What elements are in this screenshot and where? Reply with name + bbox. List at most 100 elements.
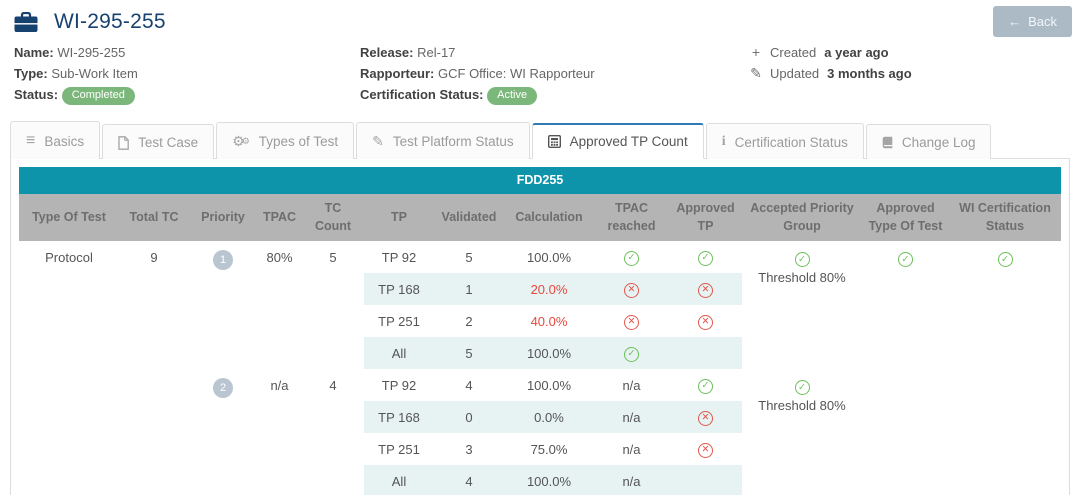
cell-tpac: n/a [257,369,302,495]
certification-status-line: Certification Status: Active [360,84,744,105]
cell-priority: 2 [189,369,257,495]
cell-approved-tp: ✓ [669,241,742,273]
column-header-priority: Priority [189,194,257,241]
briefcase-icon [14,12,38,33]
threshold-label: Threshold 80% [745,398,859,413]
cross-circle-icon: ✕ [698,283,713,298]
work-item-page: WI-295-255 ← Back Name: WI-295-255 Type:… [0,0,1080,495]
column-header-approved-tp: Approved TP [669,194,742,241]
book-icon [882,136,893,149]
updated-line: ✎ Updated 3 months ago [750,63,912,84]
created-label: Created [770,42,816,63]
cell-wi-certification-status: ✓ [949,241,1061,495]
column-header-total-tc: Total TC [119,194,189,241]
cell-tp: All [364,337,434,369]
cell-tc-count: 5 [302,241,364,369]
tab-certification-status[interactable]: iCertification Status [706,123,864,159]
updated-label: Updated [770,63,819,84]
tab-label: Test Platform Status [393,134,514,149]
status-badge: Completed [62,87,135,105]
cell-calculation: 100.0% [504,465,594,495]
info-column-right: + Created a year ago ✎ Updated 3 months … [744,42,912,105]
cell-tpac-reached: n/a [594,401,669,433]
file-icon [118,136,129,150]
page-header: WI-295-255 ← Back [0,0,1080,36]
type-label: Type: [14,66,48,81]
pencil-icon: ✎ [750,63,762,84]
tab-label: Change Log [902,135,976,150]
cell-tc-count: 4 [302,369,364,495]
tab-label: Test Case [138,135,198,150]
calculator-icon [548,135,561,148]
cell-accepted-priority-group: ✓ Threshold 80% [742,369,862,495]
cell-approved-tp: ✓ [669,369,742,401]
rapporteur-line: Rapporteur: GCF Office: WI Rapporteur [360,63,744,84]
tab-label: Basics [44,134,84,149]
cell-tpac-reached: ✕ [594,305,669,337]
cell-accepted-priority-group: ✓Threshold 80% [742,241,862,369]
created-value: a year ago [824,42,888,63]
cell-priority: 1 [189,241,257,369]
release-value: Rel-17 [417,45,455,60]
cell-tp: TP 92 [364,241,434,273]
tab-label: Certification Status [735,135,848,150]
tab-basics[interactable]: ≡ Basics [10,121,100,159]
cross-circle-icon: ✕ [698,315,713,330]
column-header-accepted-priority-group: Accepted Priority Group [742,194,862,241]
check-circle-icon: ✓ [624,251,639,266]
info-column-middle: Release: Rel-17 Rapporteur: GCF Office: … [360,42,744,105]
check-circle-icon: ✓ [698,251,713,266]
certification-status-badge: Active [487,87,537,105]
rapporteur-label: Rapporteur: [360,66,434,81]
plus-icon: + [750,42,762,63]
cross-circle-icon: ✕ [698,411,713,426]
info-column-left: Name: WI-295-255 Type: Sub-Work Item Sta… [14,42,360,105]
cell-calculation: 0.0% [504,401,594,433]
status-label: Status: [14,87,58,102]
column-header-approved-type-of-test: Approved Type Of Test [862,194,949,241]
page-title: WI-295-255 [54,10,166,34]
list-icon: ≡ [26,132,35,150]
cell-approved-type-of-test: ✓ [862,241,949,495]
cell-tp: TP 251 [364,305,434,337]
check-circle-icon: ✓ [998,252,1013,267]
check-circle-icon: ✓ [898,252,913,267]
cell-calculation: 100.0% [504,369,594,401]
tab-change-log[interactable]: Change Log [866,124,992,159]
rapporteur-value: GCF Office: WI Rapporteur [438,66,595,81]
column-header-calculation: Calculation [504,194,594,241]
cell-tpac: 80% [257,241,302,369]
cell-tp: TP 92 [364,369,434,401]
threshold-label: Threshold 80% [745,270,859,285]
status-line: Status: Completed [14,84,360,105]
cell-validated: 4 [434,465,504,495]
name-line: Name: WI-295-255 [14,42,360,63]
type-line: Type: Sub-Work Item [14,63,360,84]
cell-approved-tp: ✕ [669,401,742,433]
cell-calculation: 100.0% [504,337,594,369]
created-line: + Created a year ago [750,42,912,63]
cell-validated: 5 [434,241,504,273]
info-row: Name: WI-295-255 Type: Sub-Work Item Sta… [0,36,1080,105]
column-header-type-of-test: Type Of Test [19,194,119,241]
pencil-icon: ✎ [372,133,384,150]
cell-tp: TP 168 [364,401,434,433]
back-button[interactable]: ← Back [993,6,1072,37]
cell-calculation: 20.0% [504,273,594,305]
cell-calculation: 75.0% [504,433,594,465]
check-circle-icon: ✓ [795,380,810,395]
back-button-label: Back [1028,14,1057,29]
updated-value: 3 months ago [827,63,912,84]
column-header-tp: TP [364,194,434,241]
tab-test-platform-status[interactable]: ✎ Test Platform Status [356,122,530,159]
cell-validated: 4 [434,369,504,401]
tab-approved-tp-count[interactable]: Approved TP Count [532,123,704,159]
column-header-tc-count: TC Count [302,194,364,241]
tab-label: Approved TP Count [570,134,688,149]
tab-content-panel: FDD255 Type Of TestTotal TCPriorityTPACT… [10,158,1070,495]
tab-types-of-test[interactable]: ⚙⚙Types of Test [216,122,354,159]
priority-badge: 1 [213,250,233,270]
tab-label: Types of Test [259,134,338,149]
tab-test-case[interactable]: Test Case [102,124,214,159]
column-header-tpac: TPAC [257,194,302,241]
